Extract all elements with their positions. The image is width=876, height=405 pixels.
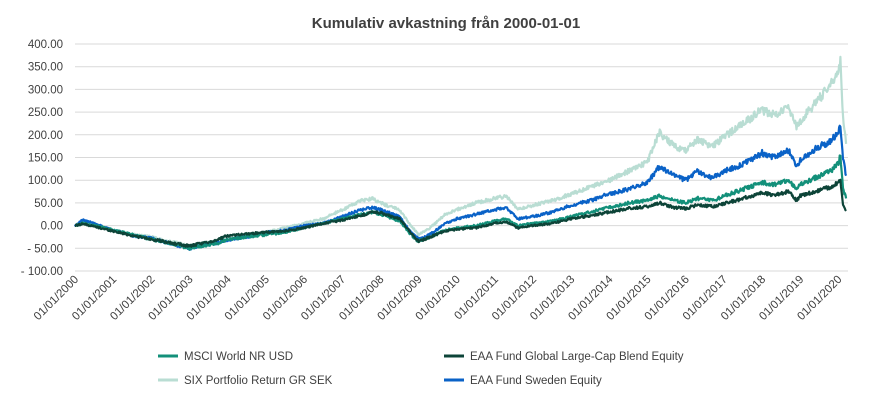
chart-title: Kumulativ avkastning från 2000-01-01 xyxy=(312,15,580,32)
legend-label: EAA Fund Global Large-Cap Blend Equity xyxy=(470,351,684,363)
legend-label: SIX Portfolio Return GR SEK xyxy=(184,375,333,387)
y-tick-label: 50.00 xyxy=(34,198,63,210)
series-line xyxy=(74,178,847,248)
y-tick-label: 150.00 xyxy=(28,153,63,165)
y-tick-label: - 50.00 xyxy=(27,243,63,255)
y-tick-label: 400.00 xyxy=(28,39,63,51)
y-tick-label: - 100.00 xyxy=(21,266,63,278)
y-tick-label: 0.00 xyxy=(41,221,63,233)
gridlines xyxy=(75,43,848,272)
y-tick-label: 350.00 xyxy=(28,62,63,74)
y-tick-label: 250.00 xyxy=(28,107,63,119)
legend-label: MSCI World NR USD xyxy=(184,351,293,363)
legend: MSCI World NR USD EAA Fund Global Large-C… xyxy=(158,351,684,387)
series-line xyxy=(73,124,848,251)
y-tick-label: 300.00 xyxy=(28,84,63,96)
y-tick-label: 100.00 xyxy=(28,175,63,187)
x-axis: 01/01/200001/01/200101/01/200201/01/2003… xyxy=(32,273,845,323)
legend-label: EAA Fund Sweden Equity xyxy=(470,375,602,387)
series-lines xyxy=(73,55,848,251)
y-axis: 400.00 350.00 300.00 250.00 200.00 150.00 100.… xyxy=(21,39,63,278)
y-tick-label: 200.00 xyxy=(28,130,63,142)
